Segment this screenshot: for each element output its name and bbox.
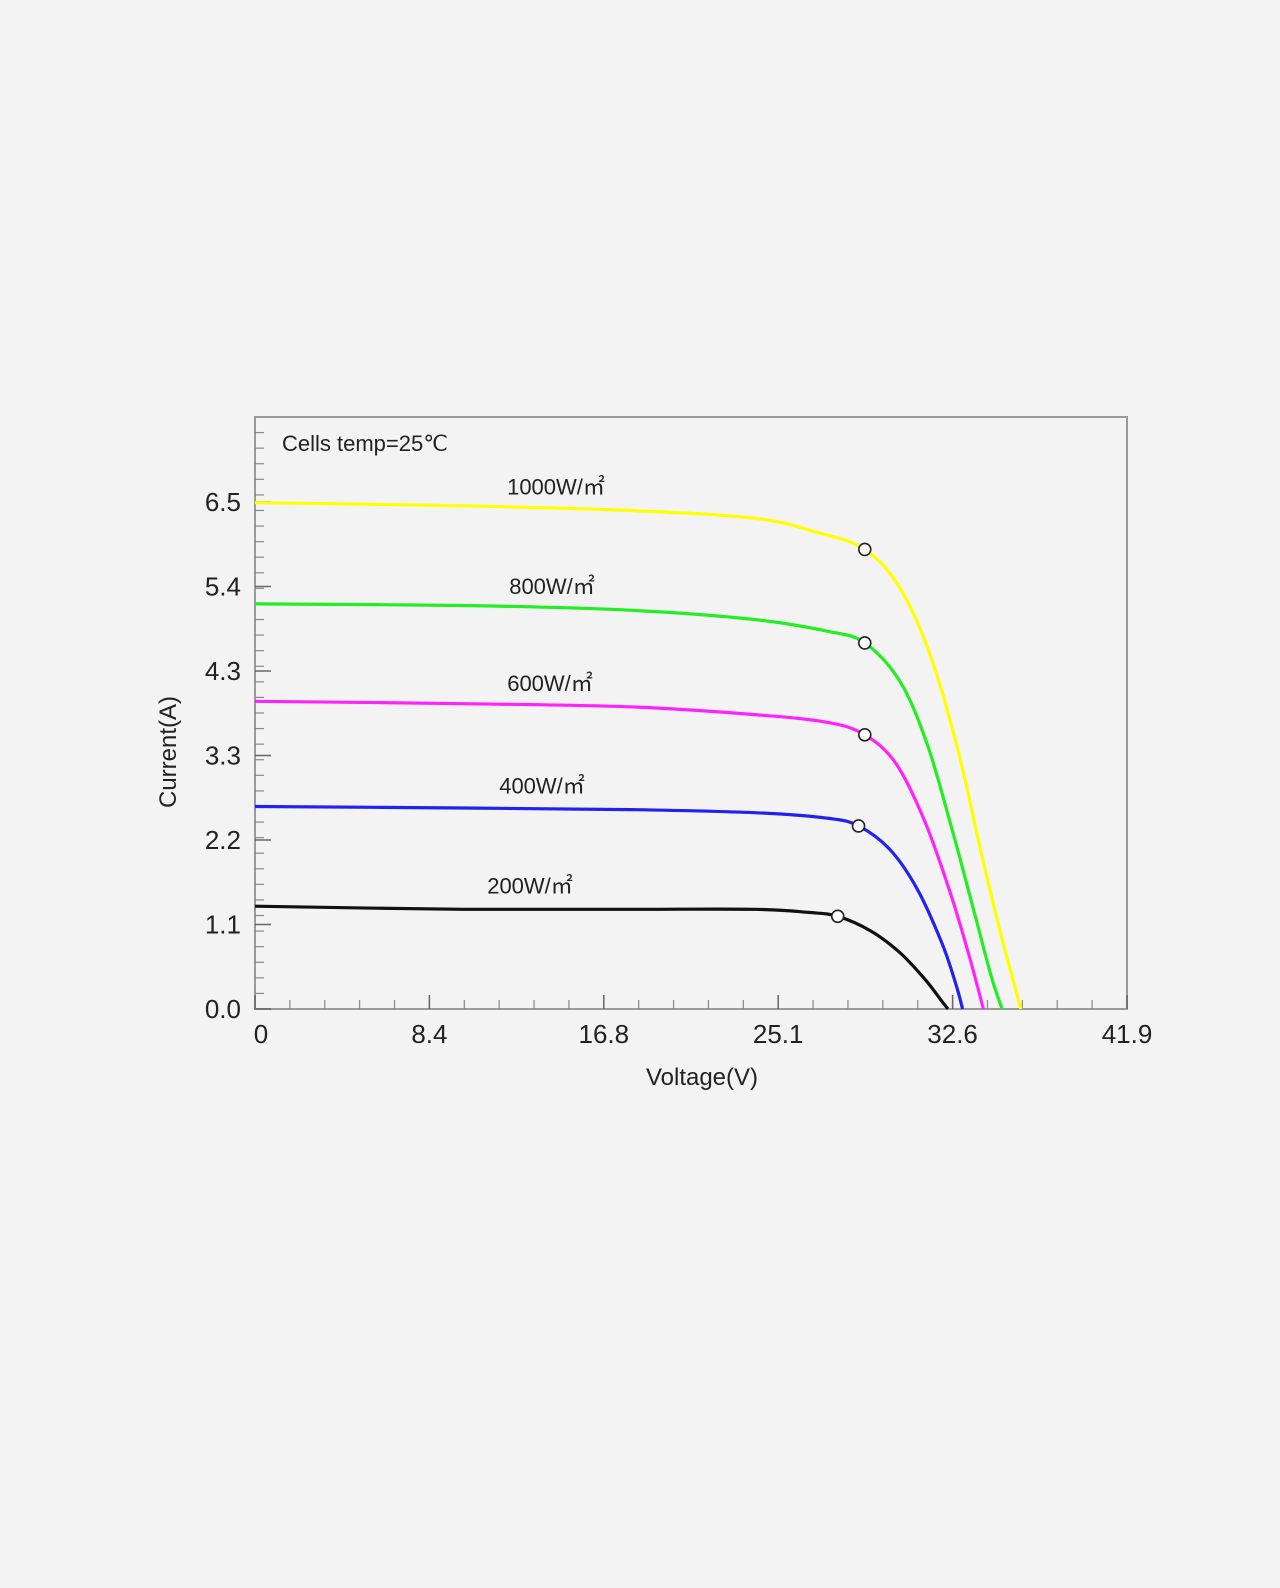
y-tick-label: 3.3: [205, 741, 241, 771]
series-label-400: 400W/㎡: [499, 774, 585, 799]
x-tick-label: 32.6: [927, 1019, 978, 1049]
series-line-600: [254, 699, 985, 1010]
y-tick-label: 0.0: [205, 994, 241, 1024]
x-axis-title: Voltage(V): [646, 1064, 758, 1091]
mpp-point-400: [851, 819, 866, 833]
series-label-200: 200W/㎡: [487, 873, 573, 898]
mpp-point-800: [857, 636, 872, 650]
y-tick-label: 1.1: [205, 910, 241, 940]
series-label-800: 800W/㎡: [509, 574, 595, 599]
x-tick-label: 8.4: [411, 1019, 447, 1049]
x-tick-label: 16.8: [578, 1019, 629, 1049]
labels-group: 0 8.4 16.8 25.1 32.6 41.9 0.0 1.1 2.2 3.3 4.3 5.4 6.…: [205, 474, 1152, 1049]
x-tick-label: 0: [254, 1019, 268, 1049]
y-tick-label: 5.4: [205, 572, 241, 602]
x-tick-label: 41.9: [1102, 1019, 1153, 1049]
x-tick-label: 25.1: [753, 1019, 804, 1049]
axis-ticks: [254, 431, 1128, 1010]
y-axis-title: Current(A): [155, 696, 182, 808]
y-tick-label: 4.3: [205, 656, 241, 686]
series-label-600: 600W/㎡: [507, 671, 593, 696]
series-line-200: [254, 904, 950, 1010]
mpp-point-600: [857, 728, 872, 742]
y-tick-label: 6.5: [205, 487, 241, 517]
cells-temp-annotation: Cells temp=25℃: [282, 431, 448, 456]
mpp-point-1000: [857, 542, 872, 557]
series-line-1000: [254, 501, 1023, 1010]
y-tick-label: 2.2: [205, 825, 241, 855]
series-line-400: [254, 804, 965, 1010]
mpp-point-200: [830, 909, 845, 924]
series-label-1000: 1000W/㎡: [507, 474, 605, 499]
series-group: [254, 501, 1023, 1010]
